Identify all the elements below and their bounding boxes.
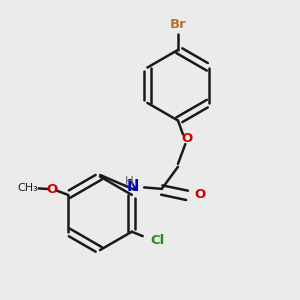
Text: Br: Br xyxy=(169,18,186,31)
Text: N: N xyxy=(127,179,139,194)
Text: H: H xyxy=(125,175,134,188)
Text: CH₃: CH₃ xyxy=(17,183,38,193)
Text: O: O xyxy=(181,132,192,145)
Text: O: O xyxy=(46,182,58,196)
Text: O: O xyxy=(194,188,206,201)
Text: Cl: Cl xyxy=(150,234,165,247)
